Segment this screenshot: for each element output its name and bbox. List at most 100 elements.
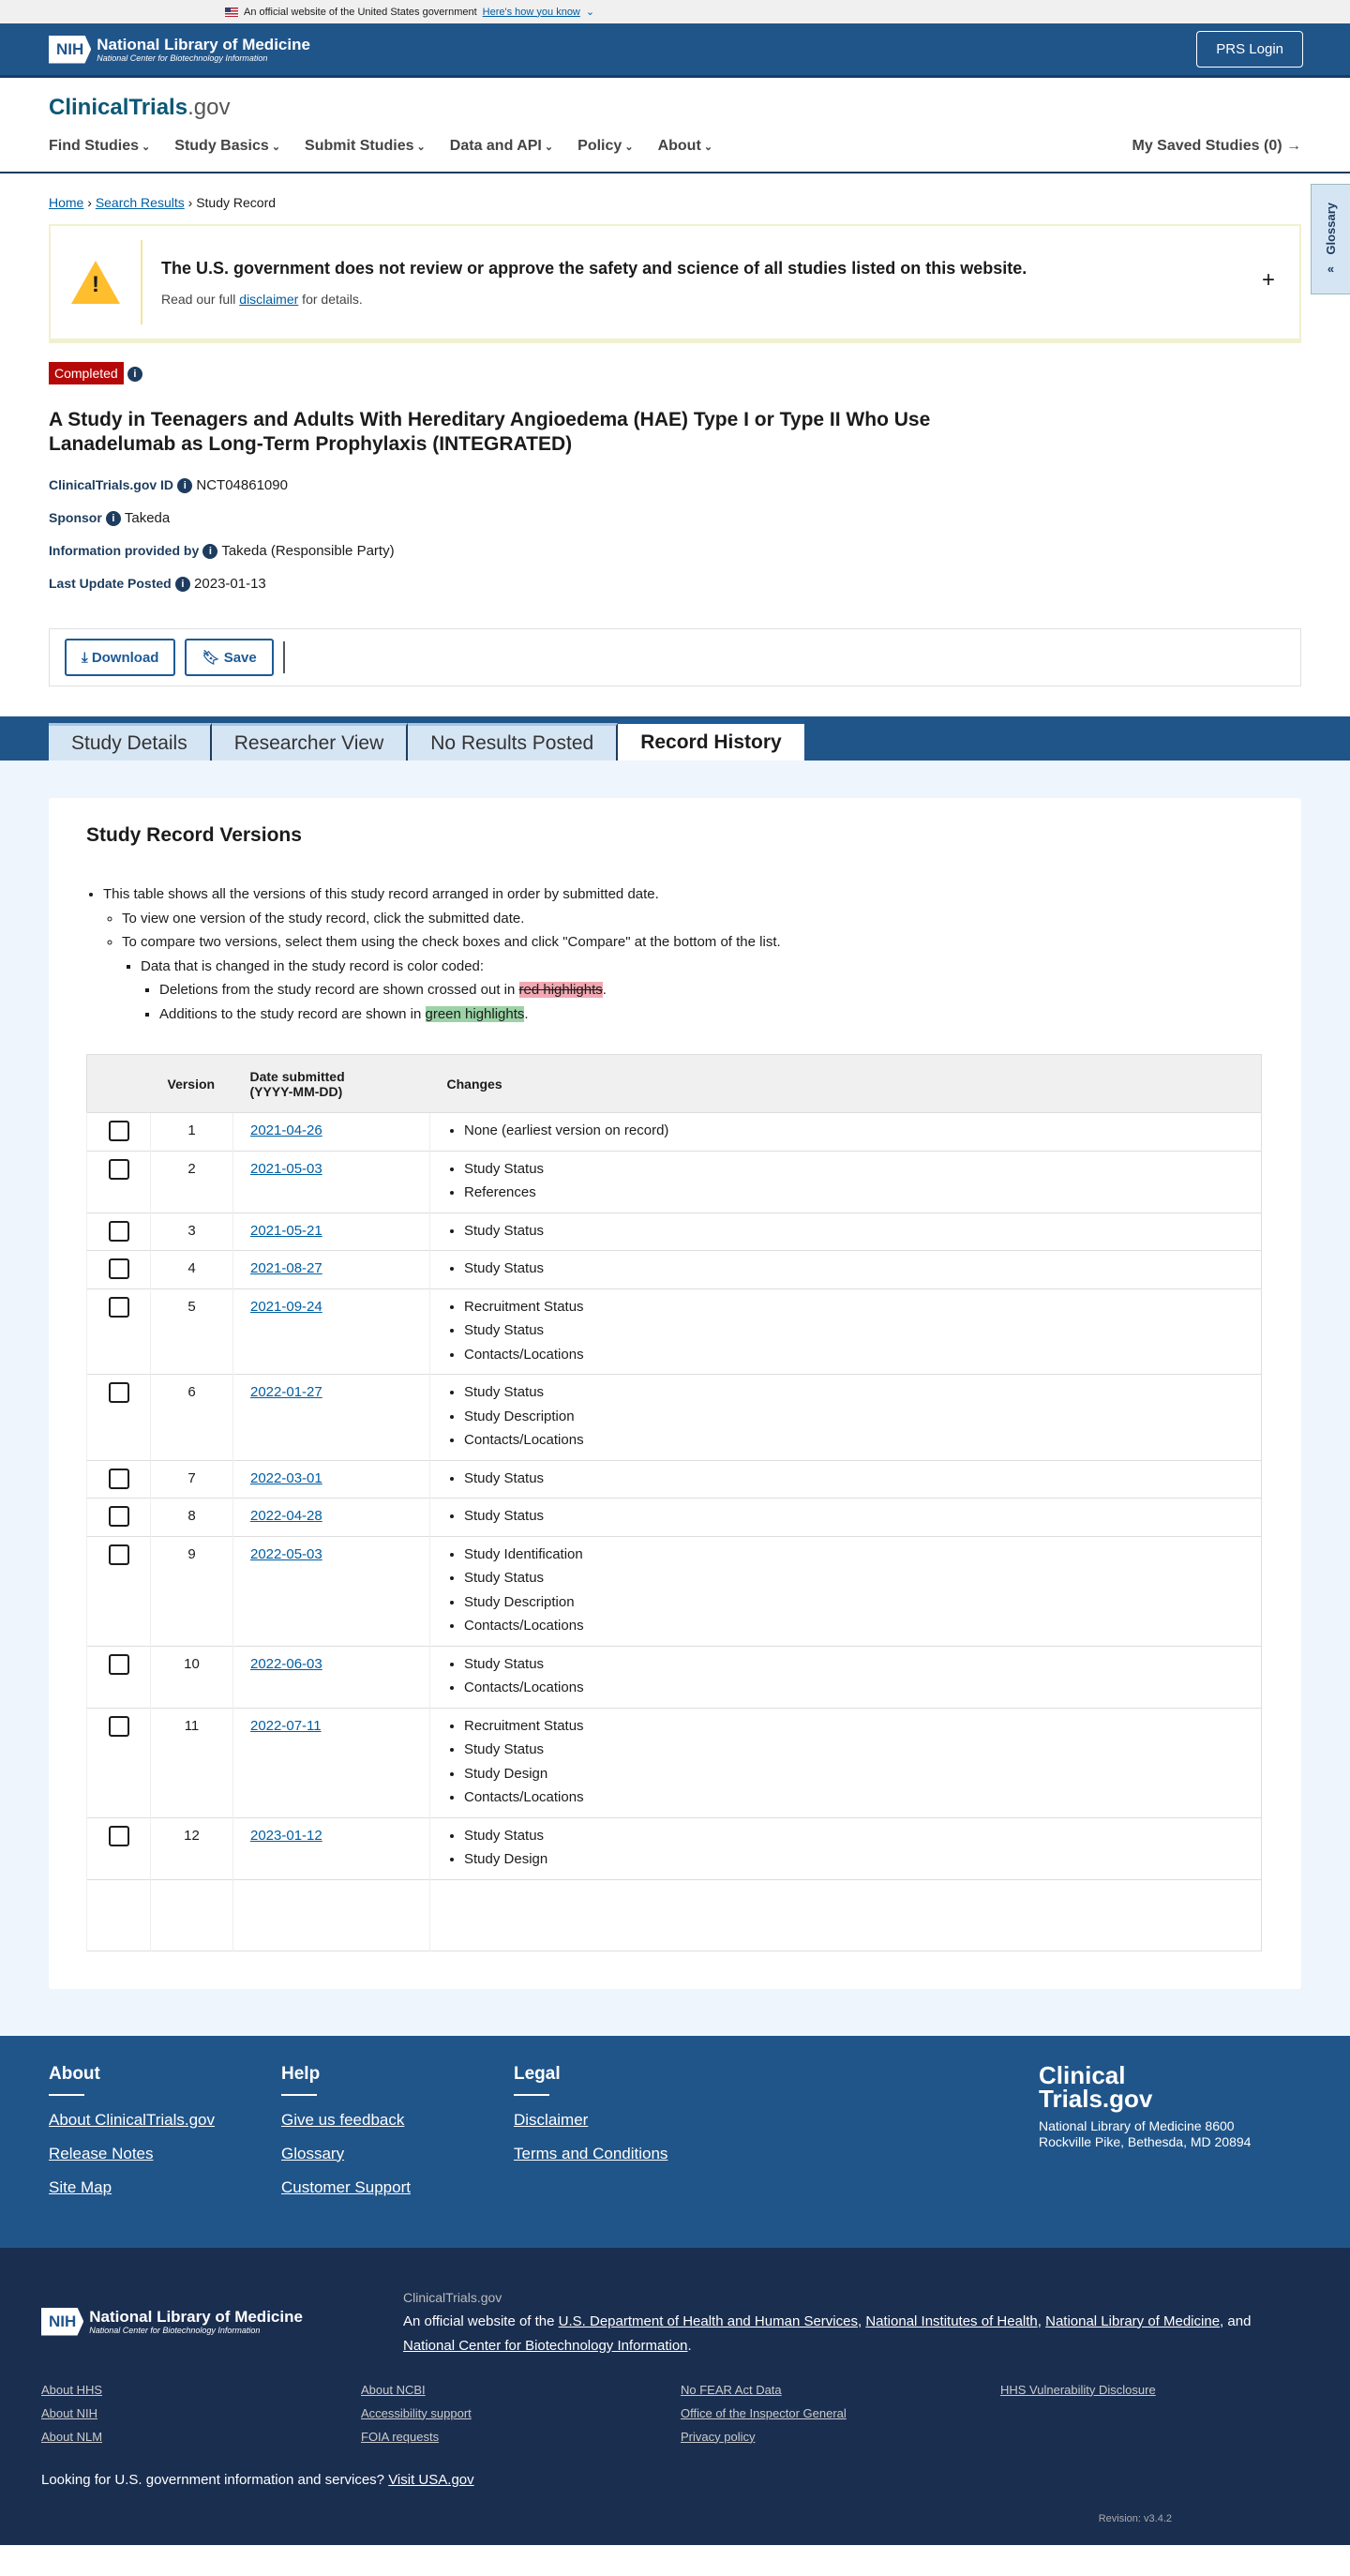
changes-cell: Study StatusStudy Design (429, 1816, 1262, 1879)
version-checkbox[interactable] (108, 1296, 129, 1318)
version-date-link[interactable]: 2022-07-11 (250, 1717, 322, 1734)
version-checkbox[interactable] (108, 1121, 129, 1141)
version-checkbox[interactable] (108, 1715, 129, 1737)
checkbox-cell (86, 1535, 151, 1646)
footer-link[interactable]: Release Notes (49, 2144, 154, 2162)
metadata-label: ClinicalTrials.gov ID (49, 477, 174, 492)
ncbi-link[interactable]: National Center for Biotechnology Inform… (403, 2337, 688, 2354)
nav-item[interactable]: Find Studies ⌄ (49, 138, 150, 155)
version-date-link[interactable]: 2021-09-24 (250, 1298, 322, 1315)
warning-icon: ! (71, 261, 120, 304)
change-item: Study Design (464, 1762, 1244, 1786)
agency-link[interactable]: About NIH (41, 2405, 98, 2420)
tab-no-results-posted[interactable]: No Results Posted (408, 723, 619, 761)
empty-row (86, 1878, 1262, 1951)
nav-item[interactable]: Study Basics ⌄ (174, 138, 280, 155)
change-item: Contacts/Locations (464, 1343, 1244, 1367)
glossary-label: Glossary (1324, 202, 1338, 255)
expand-plus-icon[interactable]: + (1261, 267, 1275, 293)
government-footer: NIH National Library of Medicine National … (0, 2247, 1350, 2545)
footer-link[interactable]: Give us feedback (281, 2110, 405, 2129)
nlm-logo[interactable]: NIH National Library of Medicine National … (49, 35, 310, 64)
breadcrumb-search-results[interactable]: Search Results (95, 195, 185, 210)
version-date-link[interactable]: 2021-05-21 (250, 1222, 322, 1239)
version-checkbox[interactable] (108, 1544, 129, 1565)
version-checkbox[interactable] (108, 1653, 129, 1675)
version-date-link[interactable]: 2022-05-03 (250, 1545, 322, 1562)
agency-link[interactable]: FOIA requests (361, 2429, 440, 2444)
logo-main: ClinicalTrials (49, 95, 188, 120)
version-date-link[interactable]: 2022-04-28 (250, 1508, 322, 1524)
metadata-value: Takeda (Responsible Party) (221, 543, 395, 559)
version-date-link[interactable]: 2021-04-26 (250, 1122, 322, 1138)
nav-item[interactable]: Submit Studies ⌄ (305, 138, 426, 155)
hhs-link[interactable]: U.S. Department of Health and Human Serv… (558, 2312, 858, 2329)
how-you-know-link[interactable]: Here's how you know (482, 6, 580, 18)
footer-link[interactable]: Customer Support (281, 2177, 411, 2196)
change-item: Study Status (464, 1157, 1244, 1182)
tab-record-history[interactable]: Record History (618, 719, 804, 761)
version-number: 5 (150, 1288, 233, 1375)
version-checkbox[interactable] (108, 1382, 129, 1403)
footer-link[interactable]: Disclaimer (514, 2110, 589, 2129)
agency-link[interactable]: Privacy policy (681, 2429, 756, 2444)
save-button[interactable]: 🔖︎ Save (185, 639, 274, 676)
agency-link[interactable]: HHS Vulnerability Disclosure (1000, 2382, 1156, 2397)
info-icon[interactable]: i (127, 367, 142, 383)
footer-link[interactable]: About ClinicalTrials.gov (49, 2110, 215, 2129)
info-icon[interactable]: i (177, 478, 193, 494)
version-checkbox[interactable] (108, 1158, 129, 1180)
agency-link[interactable]: Accessibility support (361, 2405, 472, 2420)
change-item: Study Status (464, 1380, 1244, 1405)
info-icon[interactable]: i (202, 544, 218, 560)
version-checkbox[interactable] (108, 1258, 129, 1279)
clinicaltrials-logo[interactable]: ClinicalTrials.gov (49, 95, 1301, 121)
nav-item[interactable]: About ⌄ (658, 138, 712, 155)
download-button[interactable]: ⤓ Download (65, 639, 176, 676)
nlm-footer-logo[interactable]: NIH National Library of Medicine National … (41, 2285, 403, 2358)
footer-link[interactable]: Terms and Conditions (514, 2144, 668, 2162)
agency-link[interactable]: About NCBI (361, 2382, 426, 2397)
prs-login-button[interactable]: PRS Login (1196, 31, 1303, 68)
version-date-link[interactable]: 2022-03-01 (250, 1469, 322, 1486)
version-checkbox[interactable] (108, 1506, 129, 1527)
version-checkbox[interactable] (108, 1825, 129, 1846)
footer-link[interactable]: Site Map (49, 2177, 112, 2196)
agency-link[interactable]: Office of the Inspector General (681, 2405, 847, 2420)
nav-item[interactable]: Policy ⌄ (578, 138, 633, 155)
changes-list: None (earliest version on record) (447, 1119, 1244, 1143)
version-number: 10 (150, 1645, 233, 1708)
tab-researcher-view[interactable]: Researcher View (211, 723, 409, 761)
version-date-link[interactable]: 2023-01-12 (250, 1827, 322, 1844)
table-row: 3 2021-05-21 Study Status (86, 1212, 1262, 1251)
section-heading: Study Record Versions (86, 824, 302, 846)
nav-item-label: Data and API (449, 138, 542, 154)
tab-study-details[interactable]: Study Details (49, 723, 212, 761)
disclaimer-link[interactable]: disclaimer (239, 291, 299, 307)
version-checkbox[interactable] (108, 1468, 129, 1489)
checkbox-cell (86, 1212, 151, 1251)
disclaimer-alert: ! The U.S. government does not review or… (49, 224, 1301, 343)
agency-link[interactable]: About HHS (41, 2382, 103, 2397)
agency-links: About HHS About NCBI No FEAR Act Data HHS V… (41, 2383, 1309, 2444)
nlm-link[interactable]: National Library of Medicine (1045, 2312, 1221, 2329)
version-date-link[interactable]: 2022-06-03 (250, 1655, 322, 1672)
alert-title: The U.S. government does not review or a… (161, 258, 1028, 278)
agency-link[interactable]: About NLM (41, 2429, 103, 2444)
divider (49, 2093, 84, 2096)
info-icon[interactable]: i (105, 511, 121, 527)
version-date-link[interactable]: 2021-05-03 (250, 1160, 322, 1177)
footer-link[interactable]: Glossary (281, 2144, 345, 2162)
info-icon[interactable]: i (174, 577, 190, 593)
agency-link[interactable]: No FEAR Act Data (681, 2382, 782, 2397)
nih-link[interactable]: National Institutes of Health (865, 2312, 1038, 2329)
version-date-link[interactable]: 2021-08-27 (250, 1260, 322, 1276)
nav-item-label: Submit Studies (305, 138, 414, 154)
glossary-toggle[interactable]: Glossary « (1311, 184, 1350, 294)
my-saved-studies-link[interactable]: My Saved Studies (0) → (1132, 138, 1302, 155)
nav-item[interactable]: Data and API ⌄ (450, 138, 553, 155)
version-date-link[interactable]: 2022-01-27 (250, 1384, 322, 1400)
usa-gov-link[interactable]: Visit USA.gov (388, 2471, 474, 2488)
breadcrumb-home[interactable]: Home (49, 195, 84, 210)
version-checkbox[interactable] (108, 1220, 129, 1242)
